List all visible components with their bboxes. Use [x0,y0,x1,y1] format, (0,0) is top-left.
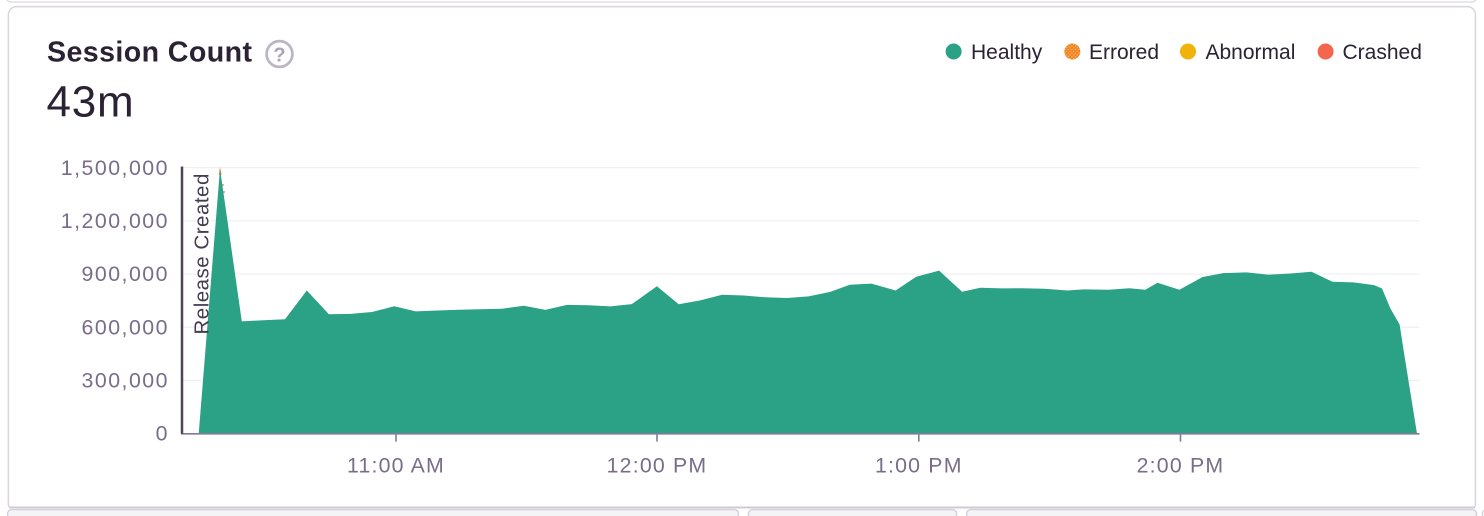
svg-text:900,000: 900,000 [82,262,169,286]
svg-text:Session Count: Session Count [47,37,252,69]
svg-text:11:00 AM: 11:00 AM [347,454,445,478]
svg-text:1,500,000: 1,500,000 [61,156,169,180]
svg-text:12:00 PM: 12:00 PM [607,454,708,478]
svg-text:0: 0 [156,422,169,446]
svg-text:2:00 PM: 2:00 PM [1137,454,1225,478]
svg-text:Healthy: Healthy [971,41,1043,64]
svg-text:Abnormal: Abnormal [1206,41,1296,64]
svg-text:600,000: 600,000 [82,315,169,339]
svg-text:Release Created: Release Created [191,173,214,334]
svg-text:Errored: Errored [1089,41,1159,64]
svg-text:1,200,000: 1,200,000 [61,209,169,233]
svg-text:43m: 43m [47,77,135,126]
svg-text:?: ? [273,44,285,66]
svg-text:300,000: 300,000 [82,369,169,393]
svg-text:1:00 PM: 1:00 PM [875,454,963,478]
svg-text:Crashed: Crashed [1343,41,1422,64]
